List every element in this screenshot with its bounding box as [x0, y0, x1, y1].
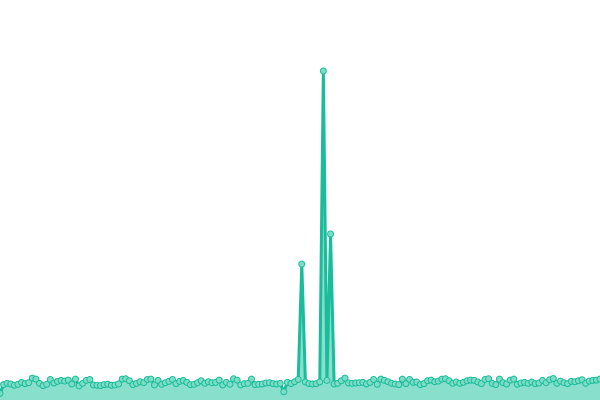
data-point-43 — [150, 381, 158, 389]
data-point-21 — [71, 375, 79, 383]
data-point-92 — [327, 230, 335, 238]
data-point-91 — [323, 376, 331, 384]
data-point-89 — [316, 378, 324, 386]
data-point-79 — [280, 388, 288, 396]
data-point-13 — [43, 380, 51, 388]
data-point-42 — [147, 375, 155, 383]
data-point-8 — [25, 379, 33, 387]
data-point-104 — [370, 375, 378, 383]
data-point-143 — [510, 375, 518, 383]
data-point-70 — [247, 375, 255, 383]
data-point-112 — [398, 375, 406, 383]
data-point-111 — [395, 381, 403, 389]
data-point-20 — [68, 380, 76, 388]
data-point-136 — [485, 375, 493, 383]
data-point-61 — [215, 376, 223, 384]
data-point-154 — [549, 374, 557, 382]
data-point-84 — [298, 260, 306, 268]
data-point-105 — [373, 380, 381, 388]
data-point-83 — [294, 375, 302, 383]
data-point-78 — [276, 379, 284, 387]
series-points — [0, 67, 600, 397]
data-point-25 — [86, 375, 94, 383]
data-point-90 — [319, 67, 327, 75]
data-point-64 — [226, 380, 234, 388]
series-line — [0, 69, 600, 394]
data-point-66 — [233, 376, 241, 384]
data-point-33 — [115, 380, 123, 388]
data-point-138 — [492, 381, 500, 389]
data-point-167 — [596, 375, 600, 383]
data-point-96 — [341, 374, 349, 382]
data-point-0 — [0, 389, 4, 397]
